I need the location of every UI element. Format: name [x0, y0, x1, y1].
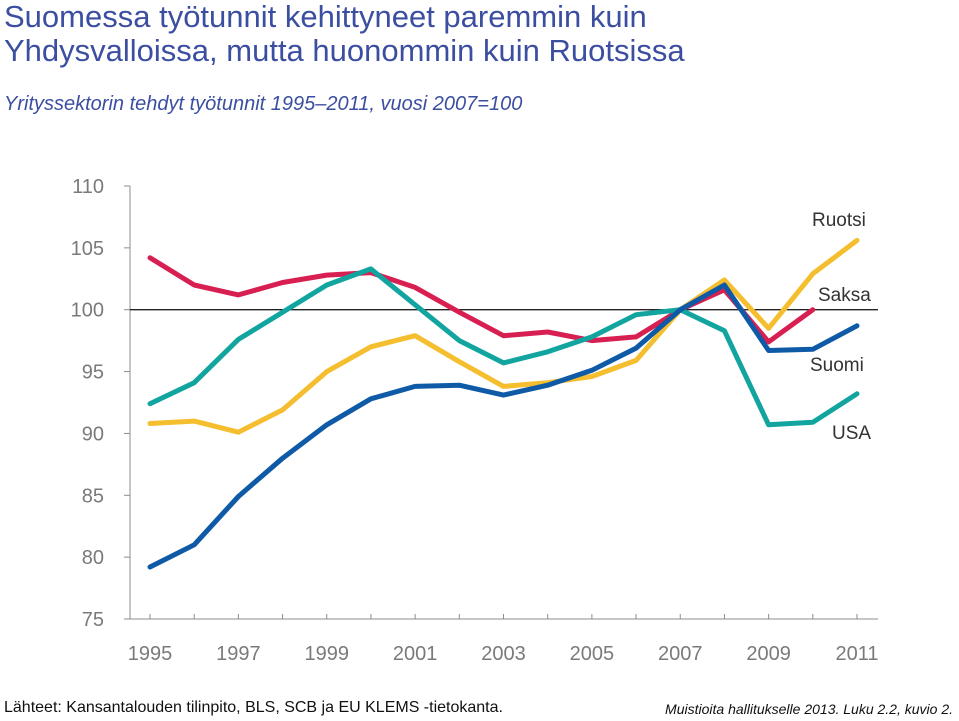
series-lines: [147, 237, 860, 570]
chart-axes: [124, 185, 878, 620]
x-axis-tick-labels: 1995 1997 1999 2001 2003 2005 2007 2009 2011: [128, 643, 879, 665]
series-labels: Ruotsi Saksa Suomi USA: [810, 210, 871, 444]
series-line-ruotsi: [147, 237, 860, 435]
y-tick-label: 95: [82, 362, 104, 384]
y-tick-label: 75: [82, 609, 104, 631]
y-axis-tick-labels: 75 80 85 90 95 100 105 110: [71, 176, 104, 631]
y-tick-label: 100: [71, 300, 104, 322]
y-tick-label: 80: [82, 547, 104, 569]
y-tick-label: 110: [72, 176, 104, 198]
x-tick-label: 2001: [393, 643, 438, 665]
x-tick-label: 1997: [216, 643, 261, 665]
series-label-saksa: Saksa: [818, 285, 871, 306]
title-line-1: Suomessa työtunnit kehittyneet paremmin …: [4, 0, 647, 34]
x-tick-label: 2007: [658, 643, 703, 665]
x-tick-label: 2005: [570, 643, 615, 665]
chart-subtitle: Yrityssektorin tehdyt työtunnit 1995–201…: [4, 93, 523, 115]
x-tick-label: 2009: [746, 643, 791, 665]
source-note: Lähteet: Kansantalouden tilinpito, BLS, …: [4, 699, 503, 716]
series-label-suomi: Suomi: [810, 355, 864, 376]
series-line-saksa: [147, 255, 816, 345]
series-line-suomi: [147, 266, 860, 428]
series-label-usa: USA: [832, 423, 871, 444]
series-line-usa: [147, 282, 860, 570]
x-tick-label: 2011: [835, 643, 878, 665]
x-tick-label: 1999: [305, 643, 350, 665]
y-tick-label: 90: [82, 423, 104, 445]
y-tick-label: 105: [71, 238, 104, 260]
publication-note: Muistioita hallitukselle 2013. Luku 2.2,…: [665, 701, 953, 717]
title-line-2: Yhdysvalloissa, mutta huonommin kuin Ruo…: [4, 33, 685, 68]
series-label-ruotsi: Ruotsi: [812, 210, 866, 231]
chart-title: Suomessa työtunnit kehittyneet paremmin …: [4, 0, 685, 68]
x-tick-label: 2003: [481, 643, 526, 665]
x-tick-label: 1995: [128, 643, 173, 665]
y-tick-label: 85: [82, 485, 104, 507]
